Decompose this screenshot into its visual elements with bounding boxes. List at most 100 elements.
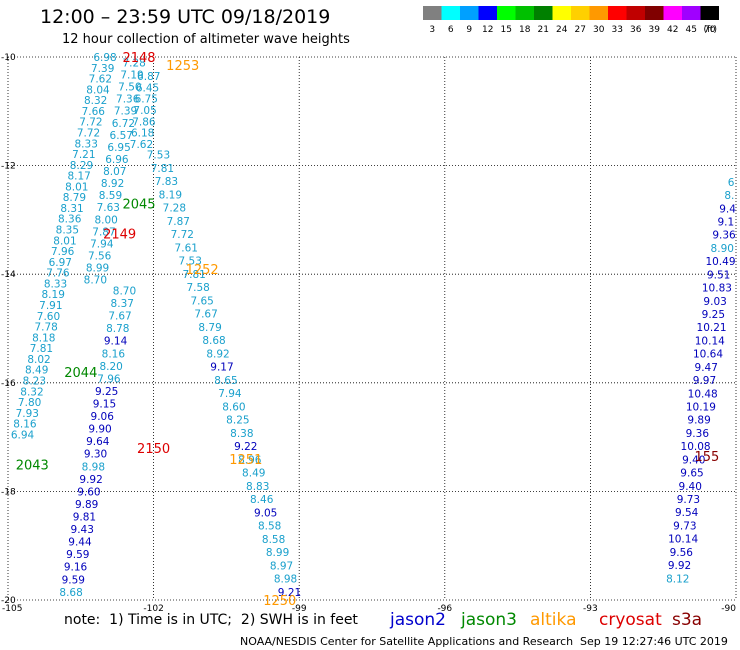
wave-height-point: 9.36 [686,428,710,440]
wave-height-point: 7.87 [167,216,190,228]
wave-height-point: 7.63 [97,202,120,214]
pass-time-label: 2043 [16,458,49,473]
wave-height-point: 7.39 [114,106,137,118]
wave-height-point: 9.40 [679,481,702,493]
wave-height-point: 9.15 [93,399,116,411]
wave-height-point: 9.51 [707,269,730,281]
x-tick-label: -90 [721,604,736,614]
wave-height-point: 7.65 [190,295,213,307]
wave-height-point: 8.68 [202,335,225,347]
pass-time-label: 2044 [64,366,97,381]
legend-bin-label: 27 [575,25,586,35]
wave-height-point: 9.64 [86,436,110,448]
wave-height-point: 8.98 [82,461,105,473]
wave-height-point: 9.06 [91,411,115,423]
pass-time-label: 1251 [229,453,262,468]
wave-height-point: 8.92 [206,348,229,360]
wave-height-point: 9.73 [673,520,696,532]
wave-height-point: 10.19 [686,402,716,414]
pass-time-label: 1253 [166,59,199,74]
wave-height-point: 9.43 [71,524,94,536]
wave-height-point: 7.81 [182,269,205,281]
wave-height-point: 8.98 [274,574,297,586]
wave-height-point: 8.59 [99,190,122,202]
legend-bin-label: 18 [519,25,531,35]
wave-height-point: 9.36 [712,230,736,242]
pass-time-label: 2148 [122,51,155,66]
wave-height-point: 8.16 [102,348,126,360]
wave-height-point: 8.35 [56,225,79,237]
wave-height-point: 8.29 [70,160,93,172]
wave-height-point: 8.23 [23,375,46,387]
wave-height-point: 9.92 [79,474,102,486]
wave-height-point: 8.19 [42,289,65,301]
wave-height-point: 10.49 [705,256,735,268]
wave-height-point: 8.16 [13,419,37,431]
wave-height-point: 8.19 [159,189,182,201]
wave-height-point: 6.45 [136,82,159,94]
wave-height-point: 9.16 [64,562,88,574]
wave-height-point: 8.92 [101,178,124,190]
y-tick-label: -20 [1,596,16,606]
legend-s3a: s3a [672,610,703,630]
y-tick-label: -10 [1,53,16,63]
wave-height-point: 8.90 [711,243,734,255]
x-tick-label: -93 [583,604,598,614]
wave-height-point: 7.91 [39,300,62,312]
legend-swatch-12 [478,6,497,20]
wave-height-point: 7.76 [46,268,70,280]
page-subtitle: 12 hour collection of altimeter wave hei… [62,32,350,47]
wave-height-point: 8.12 [666,573,689,585]
wave-height-point: 8.49 [25,365,48,377]
color-legend: 3 6 9 12 15 18 21 24 27 30 33 36 39 42 45 70(ft) [423,6,719,35]
wave-height-point: 8.31 [60,203,83,215]
wave-height-point: 9.59 [66,549,89,561]
wave-height-point: 7.28 [122,57,145,69]
wave-height-point: 8.79 [63,192,86,204]
wave-height-point: 6 [728,177,735,189]
x-tick-label: -96 [437,604,452,614]
x-tick-label: -99 [292,604,307,614]
wave-height-point: 7.56 [88,250,112,262]
wave-height-point: 7.80 [18,397,41,409]
wave-height-point: 9.60 [77,486,100,498]
wave-height-point: 7.94 [90,238,114,250]
y-tick-label: -14 [1,270,16,280]
wave-height-point: 8.99 [86,263,109,275]
wave-height-point: 9.97 [693,375,716,387]
wave-height-point: 10.48 [688,388,718,400]
wave-height-point: 8.32 [20,386,43,398]
wave-height-point: 7.53 [179,256,202,268]
legend-bin-label: 21 [538,25,549,35]
wave-height-point: 7.60 [37,311,60,323]
y-tick-label: -12 [1,162,16,172]
wave-height-point: 8.33 [75,138,98,150]
wave-height-point: 7.28 [163,203,186,215]
legend-swatch-3 [423,6,442,20]
wave-height-point: 9.03 [703,296,726,308]
wave-height-point: 7.36 [116,94,140,106]
wave-height-point: 10.21 [697,322,727,334]
wave-height-point: 8.36 [58,214,82,226]
wave-height-point: 7.62 [130,139,153,151]
wave-height-point: 8.99 [266,547,289,559]
wave-height-point: 9.14 [104,336,128,348]
legend-bin-label: 33 [612,25,623,35]
wave-height-point: 9.59 [62,574,85,586]
wave-height-point: 7.67 [194,309,217,321]
wave-height-point: 7.50 [118,82,141,94]
wave-height-point: 6.94 [11,429,35,441]
wave-height-point: 8.02 [27,354,50,366]
legend-swatch-42 [663,6,682,20]
wave-height-point: 8.97 [270,560,293,572]
wave-height-point: 8.38 [230,428,253,440]
generated-timestamp: Sep 19 12:27:46 UTC 2019 [580,635,728,648]
wave-height-point: 9.56 [670,547,694,559]
pass-time-label: 1252 [186,263,219,278]
wave-height-point: 7.96 [97,373,121,385]
wave-height-point: 8.18 [32,332,55,344]
y-tick-label: -18 [1,487,16,497]
wave-height-point: 8.37 [111,298,134,310]
legend-swatch-9 [460,6,479,20]
